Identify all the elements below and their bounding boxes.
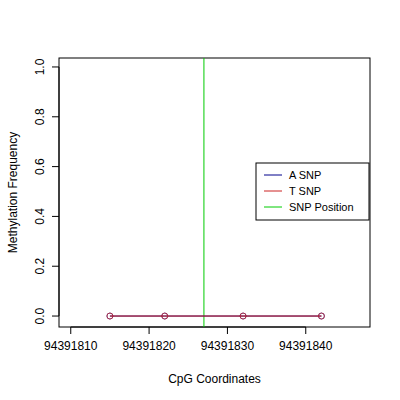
x-tick — [70, 327, 71, 334]
y-tick — [52, 116, 59, 117]
y-tick — [52, 316, 59, 317]
series-point — [107, 313, 113, 319]
y-tick-label: 0.6 — [33, 158, 47, 175]
series-point — [162, 313, 168, 319]
plot-frame — [59, 58, 370, 327]
x-tick-label: 94391830 — [201, 339, 255, 353]
y-tick-label: 0.2 — [33, 258, 47, 275]
y-tick-label: 0.8 — [33, 108, 47, 125]
y-tick-label: 1.0 — [33, 58, 47, 75]
y-tick-label: 0.4 — [33, 208, 47, 225]
series-line — [110, 316, 322, 317]
y-axis-line — [59, 67, 60, 316]
legend-swatch — [264, 207, 282, 208]
x-tick-label: 94391840 — [279, 339, 333, 353]
legend-swatch — [264, 191, 282, 192]
legend-label: T SNP — [289, 185, 321, 197]
x-tick — [149, 327, 150, 334]
legend-swatch — [264, 175, 282, 176]
x-axis-title: CpG Coordinates — [168, 372, 261, 386]
series-point — [240, 313, 246, 319]
series-line — [110, 316, 322, 317]
y-tick — [52, 66, 59, 67]
x-tick-label: 94391820 — [122, 339, 176, 353]
legend-label: A SNP — [289, 169, 321, 181]
y-axis-title: Methylation Frequency — [6, 132, 20, 253]
legend-label: SNP Position — [289, 201, 354, 213]
x-tick — [305, 327, 306, 334]
series-point — [318, 313, 324, 319]
plot-area — [107, 58, 325, 327]
snp-position-line — [203, 58, 204, 327]
y-tick — [52, 166, 59, 167]
y-tick-label: 0.0 — [33, 307, 47, 324]
x-axis-line — [71, 327, 306, 328]
x-tick-label: 94391810 — [44, 339, 98, 353]
y-tick — [52, 216, 59, 217]
x-tick — [227, 327, 228, 334]
y-tick — [52, 266, 59, 267]
legend: A SNP T SNP SNP Position — [256, 163, 369, 220]
legend-box — [256, 163, 369, 220]
chart: 94391810 94391820 94391830 94391840 0.0 0.2 0.… — [0, 0, 400, 400]
